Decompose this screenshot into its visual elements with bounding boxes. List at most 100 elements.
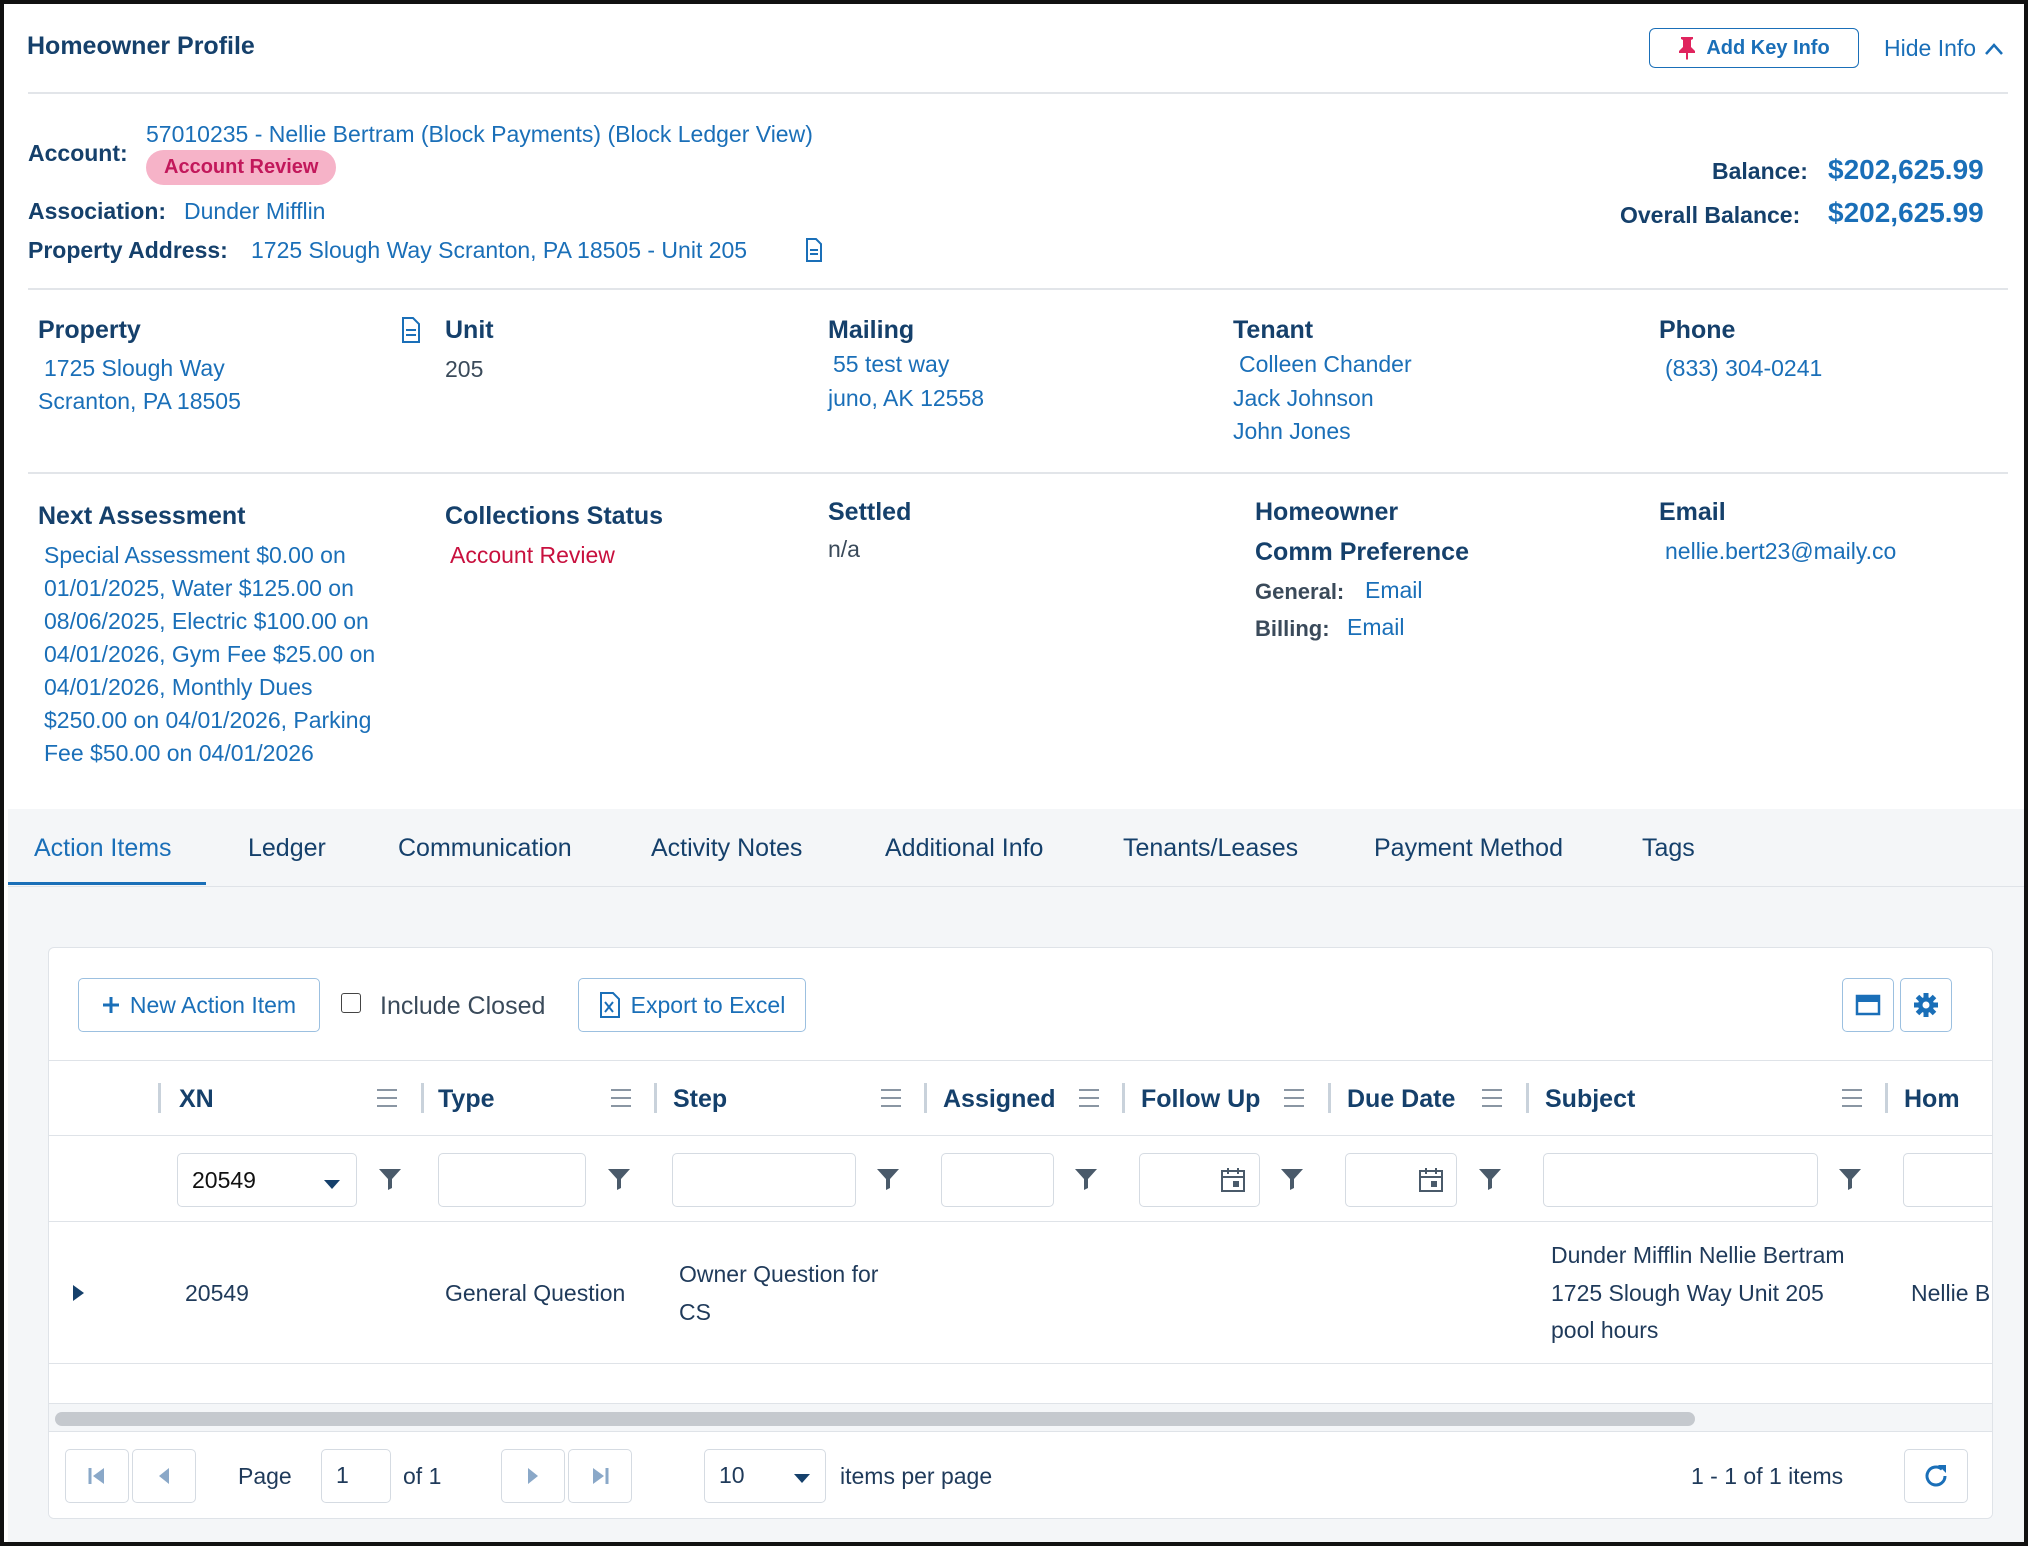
export-to-excel-button[interactable]: Export to Excel <box>578 978 806 1032</box>
new-action-item-label: New Action Item <box>129 991 297 1018</box>
assessment-line[interactable]: $250.00 on 04/01/2026, Parking <box>44 707 372 733</box>
hide-info-link[interactable]: Hide Info <box>1884 35 2004 62</box>
assigned-filter-input[interactable] <box>941 1153 1054 1207</box>
refresh-button[interactable] <box>1904 1449 1968 1503</box>
tenant-name[interactable]: Jack Johnson <box>1233 385 1374 411</box>
property-line2[interactable]: Scranton, PA 18505 <box>38 388 241 414</box>
phone-link[interactable]: (833) 304-0241 <box>1665 355 1823 381</box>
property-address-link[interactable]: 1725 Slough Way Scranton, PA 18505 - Uni… <box>251 237 748 263</box>
cell-subject: pool hours <box>1551 1317 1659 1343</box>
calendar-icon[interactable] <box>1418 1167 1444 1193</box>
page-label: Page <box>238 1463 292 1489</box>
plus-icon <box>102 997 119 1013</box>
balance-label: Balance: <box>1712 158 1808 184</box>
calendar-icon[interactable] <box>1220 1167 1246 1193</box>
mailing-line2[interactable]: juno, AK 12558 <box>828 385 985 411</box>
column-menu-icon[interactable] <box>377 1089 397 1113</box>
association-link[interactable]: Dunder Mifflin <box>184 198 326 224</box>
column-menu-icon[interactable] <box>1079 1089 1099 1113</box>
assessment-line[interactable]: 04/01/2026, Monthly Dues <box>44 674 313 700</box>
general-pref-value[interactable]: Email <box>1365 577 1423 603</box>
column-menu-icon[interactable] <box>1842 1089 1862 1113</box>
column-header-subject[interactable]: Subject <box>1545 1085 1636 1113</box>
column-header-due-date[interactable]: Due Date <box>1347 1085 1456 1113</box>
billing-pref-value[interactable]: Email <box>1347 614 1405 640</box>
subject-filter-input[interactable] <box>1543 1153 1818 1207</box>
scrollbar-thumb[interactable] <box>55 1412 1695 1426</box>
cell-xn: 20549 <box>185 1280 249 1306</box>
tab-action-items[interactable]: Action Items <box>34 834 172 862</box>
column-separator <box>1122 1083 1125 1113</box>
document-icon[interactable] <box>401 317 421 343</box>
new-action-item-button[interactable]: New Action Item <box>78 978 320 1032</box>
tenant-name[interactable]: Colleen Chander <box>1239 351 1412 377</box>
filter-icon[interactable] <box>1478 1167 1502 1191</box>
assessment-line[interactable]: Fee $50.00 on 04/01/2026 <box>44 740 314 766</box>
next-page-icon <box>528 1468 538 1484</box>
mailing-heading: Mailing <box>828 316 915 344</box>
tenant-name[interactable]: John Jones <box>1233 418 1351 444</box>
tab-additional-info[interactable]: Additional Info <box>885 834 1044 862</box>
previous-page-button[interactable] <box>132 1449 196 1503</box>
caret-down-icon <box>324 1180 340 1189</box>
filter-icon[interactable] <box>607 1167 631 1191</box>
refresh-icon <box>1925 1465 1947 1487</box>
overall-balance-label: Overall Balance: <box>1620 202 1801 228</box>
account-link[interactable]: 57010235 - Nellie Bertram (Block Payment… <box>146 121 813 147</box>
last-page-button[interactable] <box>568 1449 632 1503</box>
email-link[interactable]: nellie.bert23@maily.co <box>1665 538 1897 564</box>
xn-filter-combobox[interactable]: 20549 <box>177 1153 357 1207</box>
tab-payment-method[interactable]: Payment Method <box>1374 834 1563 862</box>
column-menu-icon[interactable] <box>881 1089 901 1113</box>
tab-ledger[interactable]: Ledger <box>248 834 326 862</box>
column-header-step[interactable]: Step <box>673 1085 728 1113</box>
horizontal-scrollbar[interactable] <box>49 1403 1992 1431</box>
table-row[interactable]: 20549 General Question Owner Question fo… <box>49 1222 1992 1364</box>
tab-tags[interactable]: Tags <box>1642 834 1695 862</box>
mailing-line1[interactable]: 55 test way <box>833 351 950 377</box>
tab-tenants-leases[interactable]: Tenants/Leases <box>1123 834 1299 862</box>
cell-subject: 1725 Slough Way Unit 205 <box>1551 1280 1824 1306</box>
next-page-button[interactable] <box>501 1449 565 1503</box>
assessment-line[interactable]: 04/01/2026, Gym Fee $25.00 on <box>44 641 376 667</box>
assessment-line[interactable]: 01/01/2025, Water $125.00 on <box>44 575 354 601</box>
assessment-line[interactable]: 08/06/2025, Electric $100.00 on <box>44 608 369 634</box>
column-menu-icon[interactable] <box>1284 1089 1304 1113</box>
page-size-select[interactable]: 10 <box>704 1449 826 1503</box>
document-icon[interactable] <box>805 238 823 262</box>
column-header-xn[interactable]: XN <box>179 1085 214 1113</box>
filter-icon[interactable] <box>1074 1167 1098 1191</box>
column-header-follow-up[interactable]: Follow Up <box>1141 1085 1261 1113</box>
column-header-assigned[interactable]: Assigned <box>943 1085 1056 1113</box>
settings-button[interactable] <box>1900 978 1952 1032</box>
tab-communication[interactable]: Communication <box>398 834 572 862</box>
column-header-homeowner[interactable]: Hom <box>1904 1085 1960 1113</box>
due-date-filter[interactable] <box>1345 1153 1457 1207</box>
column-menu-icon[interactable] <box>1482 1089 1502 1113</box>
layout-toggle-button[interactable] <box>1842 978 1894 1032</box>
add-key-info-button[interactable]: Add Key Info <box>1649 28 1859 68</box>
homeowner-filter-input[interactable] <box>1903 1153 1992 1207</box>
property-line1[interactable]: 1725 Slough Way <box>44 355 225 381</box>
xn-filter-value: 20549 <box>192 1167 256 1193</box>
tab-activity-notes[interactable]: Activity Notes <box>651 834 803 862</box>
filter-icon[interactable] <box>876 1167 900 1191</box>
column-menu-icon[interactable] <box>611 1089 631 1113</box>
collections-status-value: Account Review <box>450 542 615 568</box>
filter-icon[interactable] <box>378 1167 402 1191</box>
type-filter-input[interactable] <box>438 1153 586 1207</box>
divider <box>28 472 2008 474</box>
page-number-input[interactable]: 1 <box>321 1449 391 1503</box>
tab-bar <box>8 809 2024 887</box>
filter-icon[interactable] <box>1838 1167 1862 1191</box>
follow-up-date-filter[interactable] <box>1139 1153 1260 1207</box>
column-header-type[interactable]: Type <box>438 1085 495 1113</box>
expand-row-icon[interactable] <box>71 1284 85 1302</box>
assessment-line[interactable]: Special Assessment $0.00 on <box>44 542 346 568</box>
step-filter-input[interactable] <box>672 1153 856 1207</box>
first-page-button[interactable] <box>65 1449 129 1503</box>
filter-icon[interactable] <box>1280 1167 1304 1191</box>
include-closed-checkbox[interactable] <box>341 993 361 1013</box>
account-review-badge: Account Review <box>146 150 337 185</box>
